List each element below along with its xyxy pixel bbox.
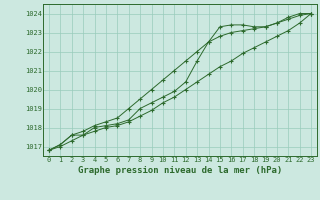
X-axis label: Graphe pression niveau de la mer (hPa): Graphe pression niveau de la mer (hPa) [78, 166, 282, 175]
